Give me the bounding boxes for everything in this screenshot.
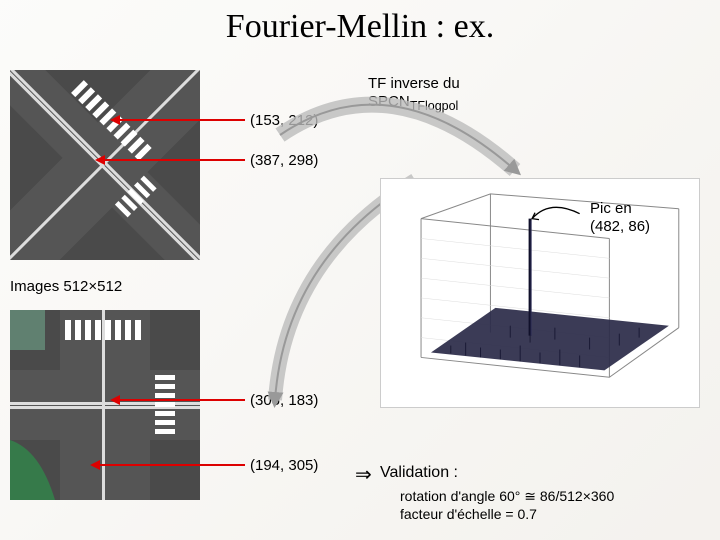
arrow-line-2a: [120, 399, 245, 401]
arrow-line-1b: [105, 159, 245, 161]
peak-label-2: (482, 86): [590, 218, 650, 236]
correlation-3d-plot: [380, 178, 700, 408]
implies-symbol: ⇒: [355, 462, 372, 487]
tf-line2: SPCNTFlogpol: [368, 93, 460, 114]
peak-label: Pic en (482, 86): [590, 200, 650, 236]
validation-details: rotation d'angle 60° ≅ 86/512×360 facteu…: [400, 488, 614, 523]
coord-3: (305, 183): [250, 392, 318, 409]
arrow-head-1b: [95, 155, 105, 165]
images-size-label: Images 512×512: [10, 278, 122, 295]
road-image-2: [10, 310, 200, 500]
arrow-head-1a: [110, 115, 120, 125]
coord-2: (387, 298): [250, 152, 318, 169]
road-image-1: [10, 70, 200, 260]
validation-rotation: rotation d'angle 60° ≅ 86/512×360: [400, 488, 614, 506]
arrow-line-1a: [120, 119, 245, 121]
tf-line2-pre: SPCN: [368, 93, 410, 110]
tf-line2-sub: TFlogpol: [410, 99, 459, 113]
peak-label-1: Pic en: [590, 200, 650, 218]
coord-4: (194, 305): [250, 457, 318, 474]
validation-scale: facteur d'échelle = 0.7: [400, 506, 614, 524]
page-title: Fourier-Mellin : ex.: [0, 8, 720, 46]
arrow-line-2b: [100, 464, 245, 466]
tf-inverse-label: TF inverse du SPCNTFlogpol: [368, 75, 460, 114]
coord-1: (153, 212): [250, 112, 318, 129]
tf-line1: TF inverse du: [368, 75, 460, 93]
validation-title: Validation :: [380, 464, 458, 482]
arrow-head-2b: [90, 460, 100, 470]
arrow-head-2a: [110, 395, 120, 405]
